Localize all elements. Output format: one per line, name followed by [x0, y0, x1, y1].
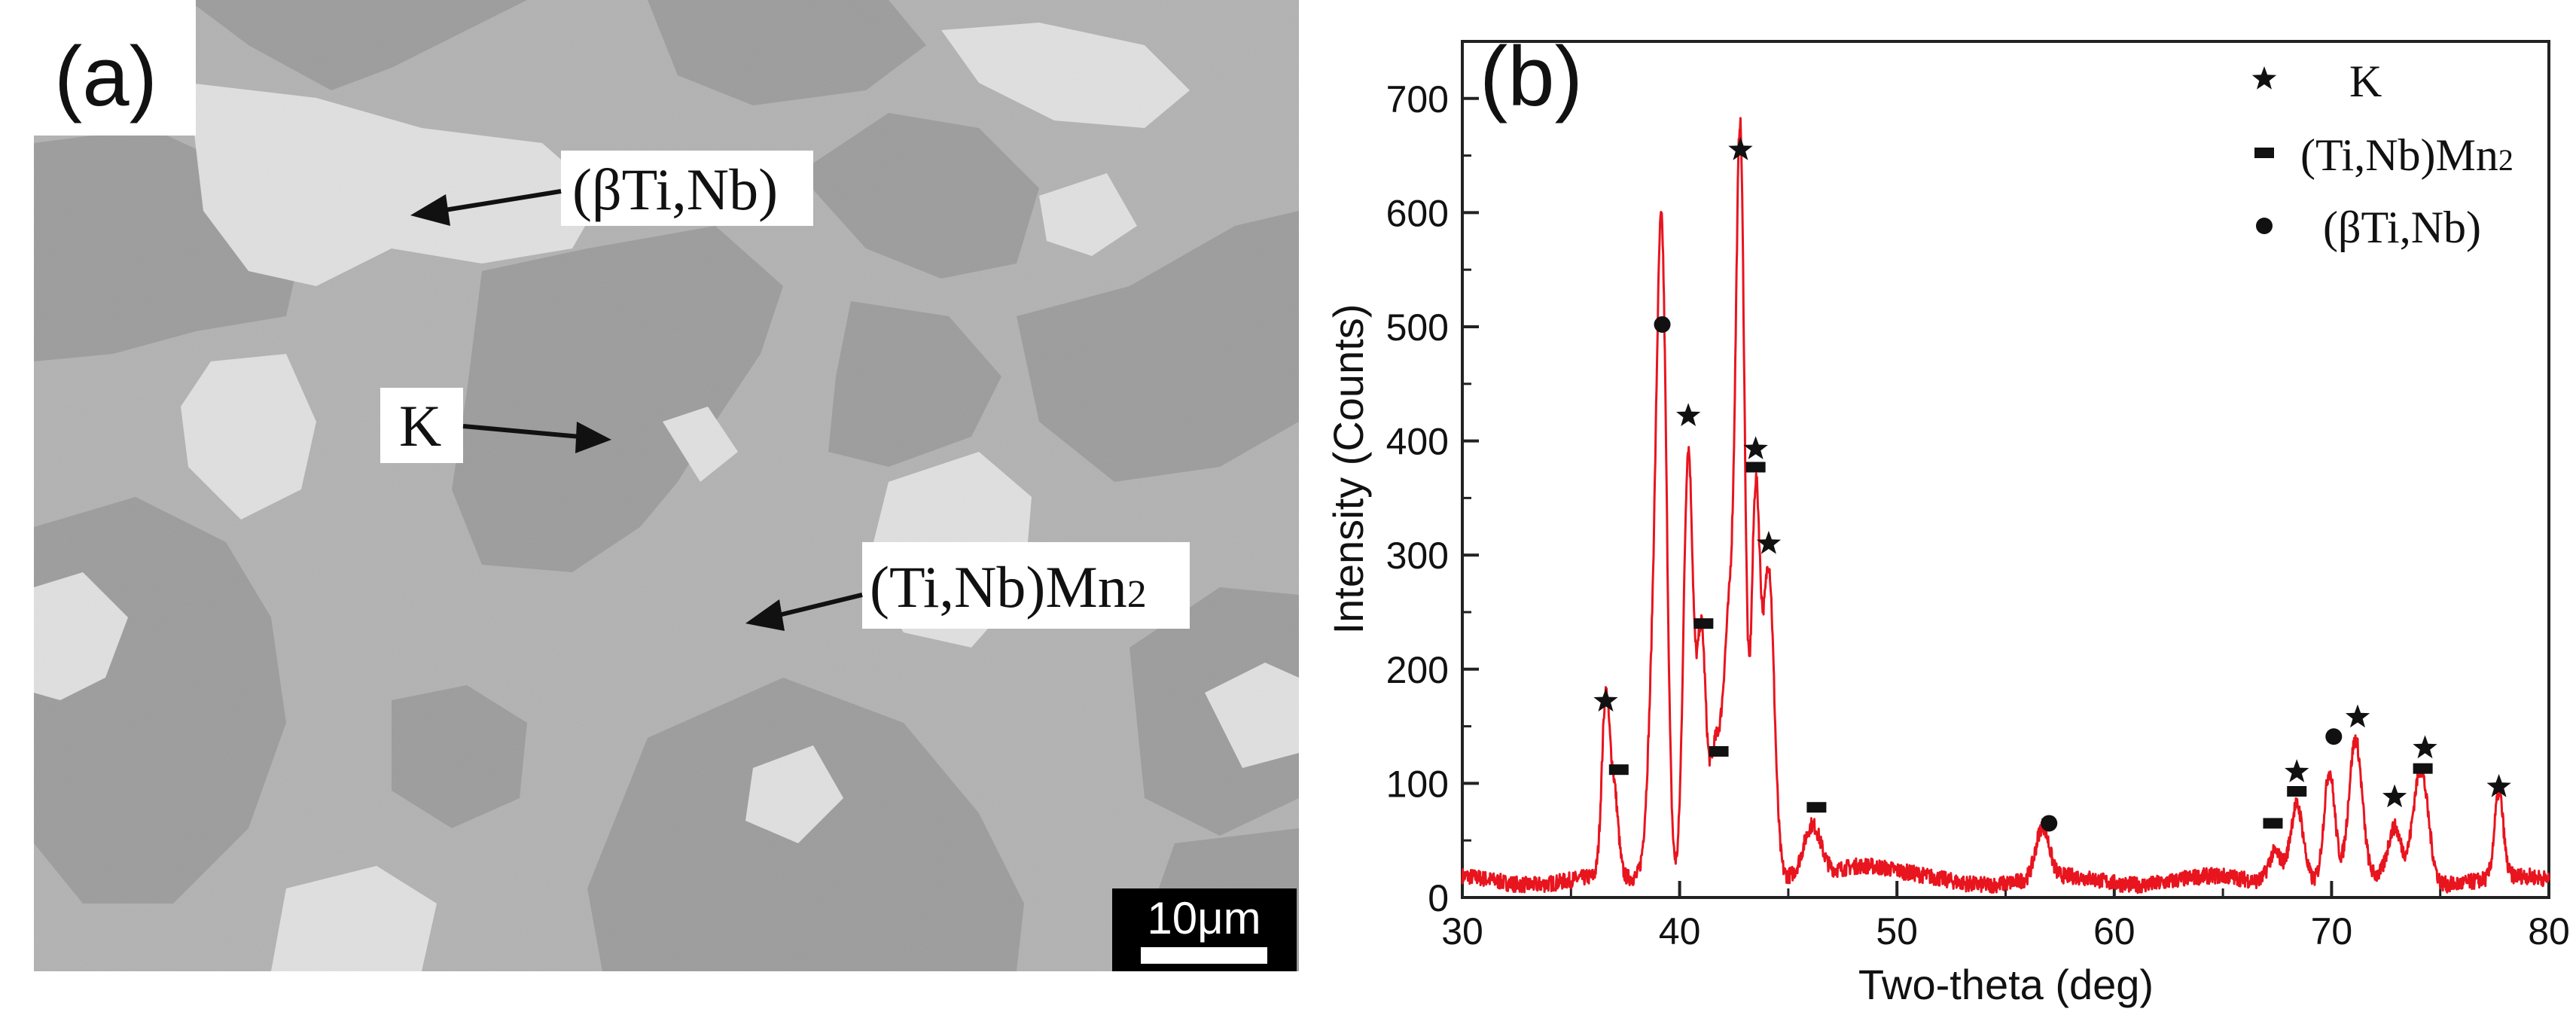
- legend-laves-marker: [2254, 148, 2274, 158]
- scale-bar-label: 10μm: [1147, 893, 1261, 943]
- x-tick-label: 70: [2311, 910, 2353, 952]
- laves-dash-marker: [1693, 618, 1714, 629]
- x-tick-label: 50: [1876, 910, 1918, 952]
- beta-circle-marker: [2041, 815, 2058, 832]
- legend-k-label: K: [2349, 56, 2382, 106]
- y-tick-label: 300: [1386, 535, 1449, 577]
- xrd-chart-panel: (b) 30 40 50 60 70 80 0 100 200 300 400 500 600 700 T…: [1325, 29, 2570, 1008]
- beta-circle-marker: [2325, 728, 2343, 745]
- y-axis-title: Intensity (Counts): [1325, 304, 1372, 635]
- y-tick-label: 400: [1386, 421, 1449, 463]
- laves-dash-marker: [2263, 818, 2283, 829]
- beta-arrow: [410, 189, 562, 226]
- laves-dash-marker: [2287, 786, 2307, 797]
- k-star-marker: [2285, 759, 2309, 782]
- laves-dash-marker: [2413, 763, 2433, 774]
- legend: K (Ti,Nb)Mn2 (βTi,Nb): [2251, 56, 2514, 252]
- x-tick-label: 30: [1441, 910, 1483, 952]
- k-star-marker: [2486, 773, 2511, 797]
- x-tick-label: 40: [1659, 910, 1701, 952]
- laves-arrow: [745, 593, 863, 631]
- beta-annotation: (βTi,Nb): [572, 157, 778, 222]
- k-star-marker: [1593, 688, 1618, 712]
- y-tick-label: 200: [1386, 649, 1449, 691]
- k-star-marker: [1743, 436, 1768, 459]
- panel-a-label: (a): [54, 29, 157, 123]
- k-label-box: [380, 388, 463, 463]
- laves-dash-marker: [1608, 764, 1629, 776]
- x-tick-label: 80: [2528, 910, 2570, 952]
- axis-ticks: [1461, 96, 2550, 899]
- scale-bar: 10μm: [1112, 888, 1297, 971]
- laves-dash-marker: [1709, 745, 1729, 757]
- xrd-trace-line: [1461, 117, 2550, 894]
- y-tick-label: 600: [1386, 192, 1449, 234]
- legend-star-shape: [2251, 66, 2277, 90]
- legend-beta-label: (βTi,Nb): [2323, 203, 2481, 252]
- laves-dash-marker: [1745, 462, 1766, 473]
- micrograph-image: [34, 0, 1299, 971]
- x-axis-title: Two-theta (deg): [1858, 961, 2154, 1008]
- k-arrow: [462, 422, 611, 453]
- legend-laves-sub: 2: [2498, 143, 2514, 177]
- y-tick-label: 700: [1386, 78, 1449, 120]
- laves-annotation-base: (Ti,Nb)Mn: [870, 554, 1127, 620]
- k-star-marker: [1728, 137, 1753, 160]
- legend-k-marker: [2251, 66, 2277, 90]
- y-tick-label: 0: [1428, 877, 1449, 919]
- k-star-marker: [2413, 735, 2437, 759]
- laves-annotation-sub: 2: [1127, 573, 1147, 616]
- laves-label-box: [862, 542, 1190, 629]
- y-tick-label: 100: [1386, 763, 1449, 805]
- k-star-marker: [1676, 403, 1701, 426]
- legend-laves-base: (Ti,Nb)Mn: [2300, 130, 2498, 180]
- legend-laves-label: (Ti,Nb)Mn2: [2300, 130, 2514, 180]
- k-star-marker: [2382, 784, 2407, 808]
- phase-markers: [1593, 137, 2511, 832]
- panel-b-label: (b): [1480, 29, 1583, 123]
- tick-labels: 30 40 50 60 70 80 0 100 200 300 400 500 600 700: [1386, 78, 2570, 952]
- y-tick-label: 500: [1386, 306, 1449, 349]
- laves-dash-marker: [1806, 802, 1827, 813]
- laves-annotation: (Ti,Nb)Mn2: [870, 554, 1147, 620]
- x-tick-label: 60: [2093, 910, 2135, 952]
- beta-label-box: [561, 151, 813, 226]
- legend-beta-marker: [2256, 218, 2273, 234]
- k-annotation: K: [399, 393, 441, 459]
- beta-circle-marker: [1654, 315, 1671, 333]
- micrograph-panel: (a) (βTi,Nb) K (Ti,Nb)Mn2 10μm: [34, 0, 1299, 971]
- k-star-marker: [2345, 704, 2370, 728]
- k-star-marker: [1756, 531, 1782, 554]
